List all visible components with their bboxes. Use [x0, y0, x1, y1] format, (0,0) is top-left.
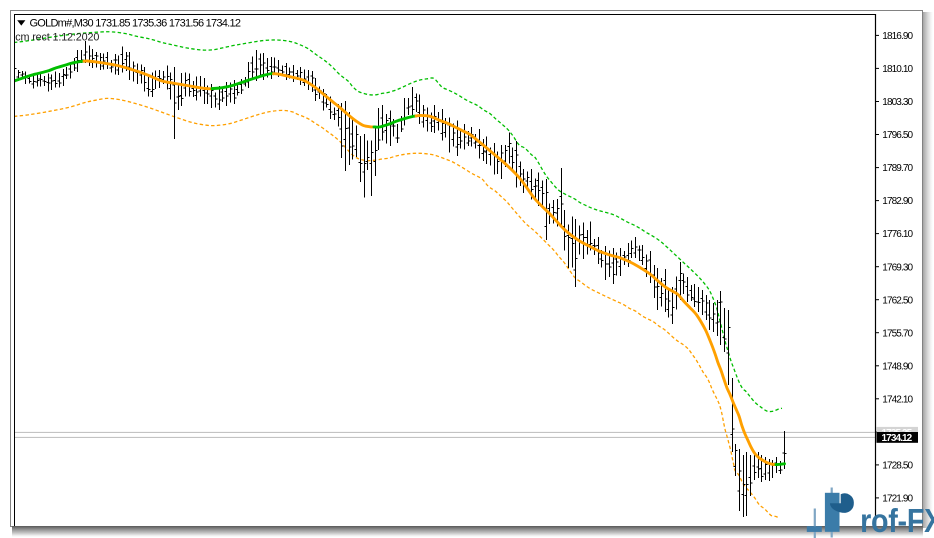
svg-text:1748.90: 1748.90	[882, 361, 913, 372]
svg-text:1810.10: 1810.10	[882, 64, 913, 75]
svg-text:1755.70: 1755.70	[882, 328, 913, 339]
svg-text:1803.30: 1803.30	[882, 97, 913, 108]
svg-text:GOLDm#,M30 1731.85 1735.36 173: GOLDm#,M30 1731.85 1735.36 1731.56 1734.…	[30, 18, 241, 30]
svg-text:1734.12: 1734.12	[882, 433, 913, 444]
svg-text:1796.50: 1796.50	[882, 130, 913, 141]
svg-text:1742.10: 1742.10	[882, 394, 913, 405]
svg-text:1789.70: 1789.70	[882, 163, 913, 174]
svg-text:1769.30: 1769.30	[882, 262, 913, 273]
svg-text:cm rect 1:12:2020: cm rect 1:12:2020	[15, 32, 99, 44]
svg-text:1776.10: 1776.10	[882, 229, 913, 240]
svg-text:rof-FX: rof-FX	[860, 502, 934, 538]
svg-text:1728.50: 1728.50	[882, 461, 913, 472]
svg-text:1721.90: 1721.90	[882, 494, 913, 505]
svg-text:1762.50: 1762.50	[882, 295, 913, 306]
svg-text:1782.90: 1782.90	[882, 196, 913, 207]
svg-text:1816.90: 1816.90	[882, 31, 913, 42]
